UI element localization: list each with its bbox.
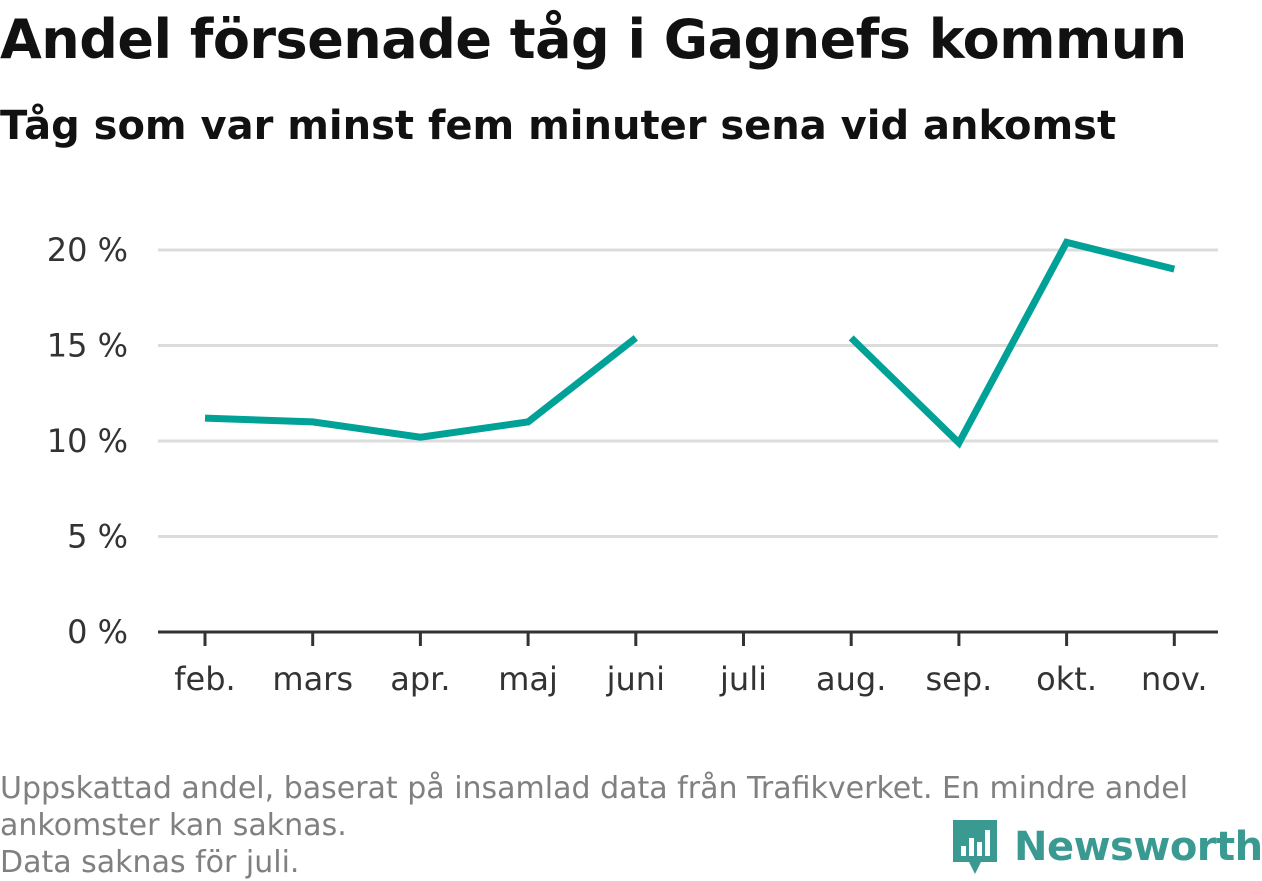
x-tick-label: apr. xyxy=(390,660,450,698)
y-axis-ticks: 0 % 5 % 10 % 15 % 20 % xyxy=(47,231,128,651)
x-tick-label: juni xyxy=(606,660,665,698)
x-tick-label: aug. xyxy=(816,660,886,698)
y-tick-label: 5 % xyxy=(67,518,128,556)
x-tick-label: sep. xyxy=(925,660,992,698)
footnote-line: Uppskattad andel, baserat på insamlad da… xyxy=(0,771,1189,806)
footnote-line: ankomster kan saknas. xyxy=(0,808,347,843)
chart-subtitle: Tåg som var minst fem minuter sena vid a… xyxy=(0,103,1117,149)
x-tick-label: feb. xyxy=(174,660,235,698)
series-line-segment xyxy=(848,238,1176,449)
footnote-line: Data saknas för juli. xyxy=(0,845,300,880)
brand-name: Newsworthy xyxy=(1014,824,1262,870)
footnote: Uppskattad andel, baserat på insamlad da… xyxy=(0,770,1250,881)
y-tick-label: 20 % xyxy=(47,231,128,269)
y-tick-label: 15 % xyxy=(47,327,128,365)
x-tick-label: juli xyxy=(719,660,767,698)
series-line-segment xyxy=(204,335,638,441)
x-tick-label: maj xyxy=(498,660,558,698)
newsworthy-bar-chart-logo-icon xyxy=(953,820,997,874)
x-tick-label: okt. xyxy=(1036,660,1097,698)
brand-logo: Newsworthy xyxy=(950,818,1262,876)
x-tick-label: nov. xyxy=(1141,660,1207,698)
chart-title: Andel försenade tåg i Gagnefs kommun xyxy=(0,8,1187,71)
y-tick-label: 10 % xyxy=(47,422,128,460)
line-chart: 0 % 5 % 10 % 15 % 20 % feb. mars apr. maj juni ju… xyxy=(47,231,1218,698)
series-lines xyxy=(204,238,1176,449)
x-axis-ticks: feb. mars apr. maj juni juli aug. sep. okt. nov. xyxy=(174,632,1208,698)
y-tick-label: 0 % xyxy=(67,613,128,651)
gridlines xyxy=(158,248,1218,538)
x-tick-label: mars xyxy=(272,660,353,698)
